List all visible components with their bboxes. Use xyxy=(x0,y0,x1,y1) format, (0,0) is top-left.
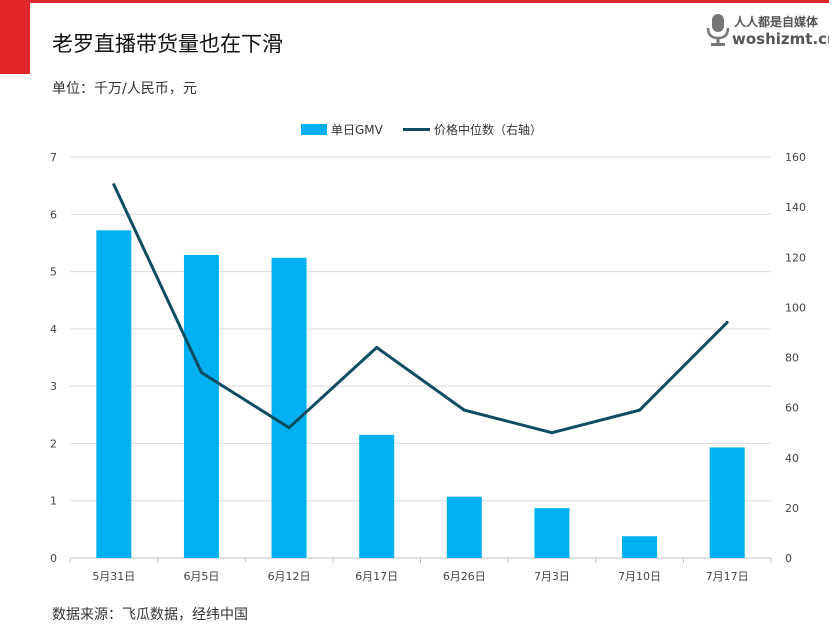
gmv-bars xyxy=(96,230,745,559)
price-point xyxy=(199,371,203,375)
right-tick-label: 100 xyxy=(785,301,806,314)
category-label: 5月31日 xyxy=(92,570,135,583)
grid xyxy=(70,156,771,559)
x-axis: 5月31日 6月5日 6月12日 6月17日 6月26日 7月3日 7月10日 7月17日 xyxy=(69,558,772,583)
price-point xyxy=(462,408,466,412)
left-tick-label: 3 xyxy=(50,380,57,393)
right-tick-label: 60 xyxy=(785,402,799,415)
gmv-bar xyxy=(183,254,219,559)
price-median-line xyxy=(112,183,729,435)
left-tick-label: 2 xyxy=(50,437,57,450)
right-tick-label: 20 xyxy=(785,502,799,515)
legend-gmv-swatch xyxy=(301,124,327,135)
category-label: 6月17日 xyxy=(355,570,398,583)
gmv-bar xyxy=(709,447,745,558)
legend: 单日GMV 价格中位数（右轴） xyxy=(301,122,542,137)
right-tick-label: 40 xyxy=(785,452,799,465)
left-tick-label: 1 xyxy=(50,495,57,508)
left-axis: 0 1 2 3 4 5 6 7 xyxy=(50,151,57,565)
right-tick-label: 120 xyxy=(785,251,806,264)
price-point xyxy=(550,431,554,435)
chart: 0 1 2 3 4 5 6 7 0 20 40 60 80 100 120 140 160 5月31日 6月5日… xyxy=(50,122,806,583)
right-tick-label: 140 xyxy=(785,201,806,214)
left-tick-label: 5 xyxy=(50,266,57,279)
price-point xyxy=(725,320,729,324)
category-label: 6月26日 xyxy=(443,570,486,583)
category-label: 7月17日 xyxy=(706,570,749,583)
unit-label: 单位：千万/人民币，元 xyxy=(52,81,197,97)
watermark-site: woshizmt.cn xyxy=(732,30,829,48)
left-tick-label: 7 xyxy=(50,151,57,164)
watermark: 人人都是自媒体 woshizmt.cn xyxy=(706,10,829,54)
category-label: 6月5日 xyxy=(183,570,219,583)
right-tick-label: 160 xyxy=(785,151,806,164)
price-line xyxy=(112,183,729,435)
gmv-bar xyxy=(359,434,395,558)
microphone-icon xyxy=(706,14,730,46)
gmv-bar xyxy=(271,257,307,558)
left-tick-label: 6 xyxy=(50,208,57,221)
price-point xyxy=(375,345,379,349)
data-source: 数据来源：飞瓜数据，经纬中国 xyxy=(52,607,248,623)
price-point xyxy=(112,183,116,187)
price-point xyxy=(638,408,642,412)
gmv-bar xyxy=(534,508,570,558)
watermark-name: 人人都是自媒体 xyxy=(734,15,819,29)
top-accent-line xyxy=(0,0,829,3)
gmv-bar xyxy=(446,496,482,558)
right-tick-label: 80 xyxy=(785,352,799,365)
category-label: 7月3日 xyxy=(534,570,570,583)
page-title: 老罗直播带货量也在下滑 xyxy=(52,32,283,56)
gmv-bar xyxy=(96,230,132,558)
category-label: 7月10日 xyxy=(618,570,661,583)
gmv-bar xyxy=(622,536,658,558)
price-point xyxy=(287,426,291,430)
red-accent-block xyxy=(0,0,30,74)
right-tick-label: 0 xyxy=(785,552,792,565)
left-tick-label: 0 xyxy=(50,552,57,565)
right-axis: 0 20 40 60 80 100 120 140 160 xyxy=(785,151,806,565)
category-label: 6月12日 xyxy=(268,570,311,583)
left-tick-label: 4 xyxy=(50,323,57,336)
legend-gmv-label: 单日GMV xyxy=(331,123,384,137)
legend-price-label: 价格中位数（右轴） xyxy=(434,122,542,137)
